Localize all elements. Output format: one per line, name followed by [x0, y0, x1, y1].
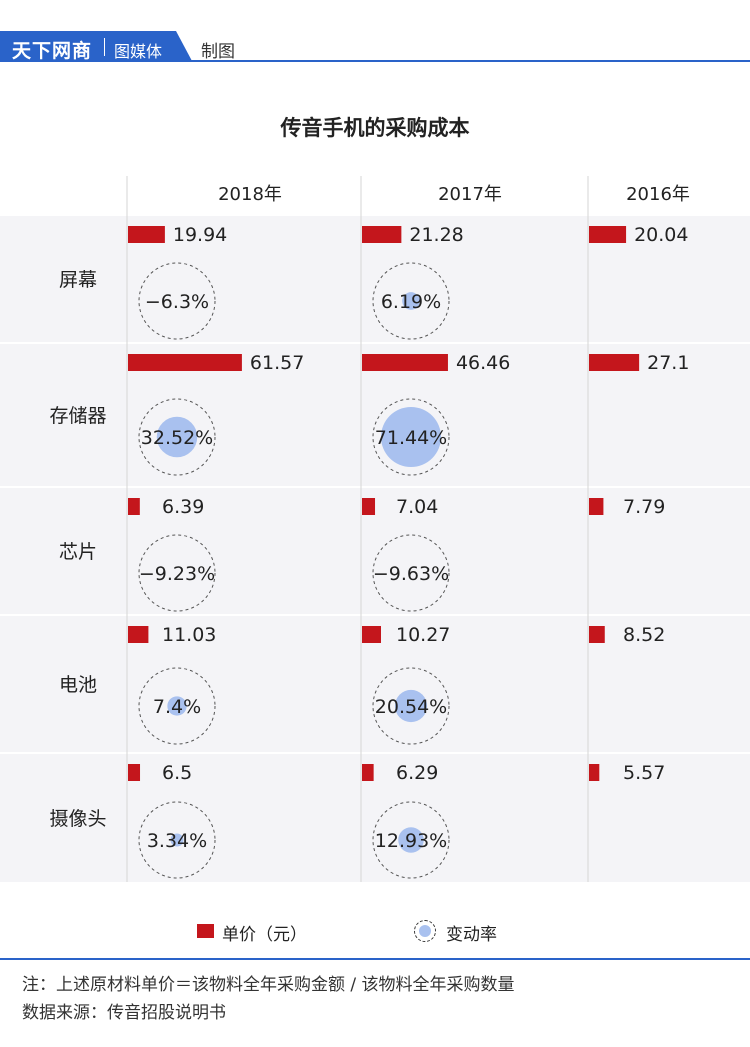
price-bar [362, 226, 402, 243]
brand-banner [0, 31, 192, 61]
rate-ring [138, 667, 216, 745]
header-rule [0, 60, 750, 62]
price-value-label: 6.29 [396, 762, 438, 784]
rate-bubble [156, 416, 198, 458]
rate-bubble [381, 407, 441, 467]
price-value-label: 20.04 [634, 224, 688, 246]
rate-ring [372, 398, 450, 476]
row-band [0, 754, 750, 882]
column-header: 2018年 [218, 184, 282, 205]
rate-value-label: 3.34% [147, 830, 207, 852]
header: 天下网商 图媒体 制图 [0, 0, 750, 64]
rate-ring [138, 534, 216, 612]
price-value-label: 10.27 [396, 624, 450, 646]
row-label: 摄像头 [49, 808, 106, 830]
price-bar [362, 498, 376, 515]
rate-ring [372, 262, 450, 340]
rate-bubble [402, 292, 420, 310]
row-label: 芯片 [59, 541, 97, 563]
price-value-label: 6.5 [162, 762, 192, 784]
legend-bar-swatch [197, 924, 214, 938]
rate-bubble [170, 833, 184, 847]
rate-value-label: 20.54% [375, 696, 447, 718]
price-bar [589, 226, 627, 243]
footer-rule [0, 958, 750, 960]
price-bar [362, 626, 381, 643]
brand-logo: 天下网商 [12, 40, 93, 62]
price-bar [128, 226, 165, 243]
rate-bubble [398, 827, 424, 853]
price-bar [128, 764, 141, 781]
rate-bubble [394, 689, 428, 723]
rate-ring [372, 534, 450, 612]
rate-value-label: 12.93% [375, 830, 447, 852]
chart-title: 传音手机的采购成本 [280, 116, 470, 140]
rate-bubble [167, 696, 187, 716]
price-value-label: 46.46 [456, 352, 510, 374]
price-value-label: 7.79 [623, 496, 665, 518]
legend-bar-label: 单价（元） [222, 925, 307, 945]
brand-banner-shape [0, 31, 192, 61]
price-bar [589, 354, 640, 371]
rate-value-label: 7.4% [153, 696, 201, 718]
price-bar [589, 764, 600, 781]
price-bar [362, 354, 448, 371]
row-label: 存储器 [49, 405, 106, 427]
rate-ring [138, 801, 216, 879]
price-value-label: 7.04 [396, 496, 438, 518]
price-value-label: 61.57 [250, 352, 304, 374]
rate-ring [138, 262, 216, 340]
price-value-label: 27.1 [647, 352, 689, 374]
rate-value-label: −9.63% [373, 563, 449, 585]
legend-circle-swatch [414, 920, 436, 942]
footer-note: 注：上述原材料单价＝该物料全年采购金额 / 该物料全年采购数量 [22, 975, 515, 995]
price-value-label: 19.94 [173, 224, 227, 246]
footer-source: 数据来源：传音招股说明书 [22, 1003, 226, 1023]
price-bar [128, 498, 140, 515]
rate-ring [138, 398, 216, 476]
price-value-label: 21.28 [409, 224, 463, 246]
price-bar [128, 354, 242, 371]
rate-value-label: 6.19% [381, 291, 441, 313]
brand-tag: 制图 [201, 42, 235, 62]
price-value-label: 11.03 [162, 624, 216, 646]
legend-circle-dot [419, 925, 431, 937]
rate-ring [372, 667, 450, 745]
row-label: 屏幕 [59, 269, 97, 291]
column-header: 2017年 [438, 184, 502, 205]
rate-value-label: 32.52% [141, 427, 213, 449]
rate-value-label: −9.23% [139, 563, 215, 585]
price-bar [362, 764, 374, 781]
price-value-label: 6.39 [162, 496, 204, 518]
legend-circle-label: 变动率 [446, 925, 497, 945]
brand-divider [104, 38, 105, 56]
column-header: 2016年 [626, 184, 690, 205]
rate-value-label: −6.3% [145, 291, 209, 313]
price-bar [589, 498, 604, 515]
price-value-label: 8.52 [623, 624, 665, 646]
price-value-label: 5.57 [623, 762, 665, 784]
price-bar [128, 626, 149, 643]
row-label: 电池 [59, 674, 97, 696]
brand-subtitle: 图媒体 [114, 42, 163, 61]
rate-ring [372, 801, 450, 879]
rate-value-label: 71.44% [375, 427, 447, 449]
price-bar [589, 626, 605, 643]
